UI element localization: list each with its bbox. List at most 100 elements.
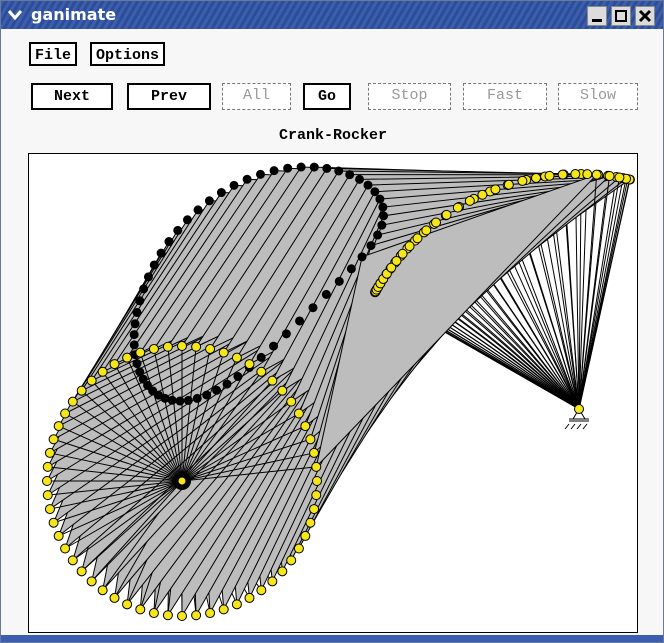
crank-pin	[162, 341, 173, 352]
crank-link	[72, 480, 183, 561]
coupler-point	[130, 319, 140, 329]
toolbar-button[interactable]: Next	[31, 83, 113, 110]
rocker-pin	[397, 248, 408, 259]
rocker-link	[578, 174, 598, 410]
crank-pin	[244, 359, 255, 370]
crank-pin	[48, 517, 59, 528]
rocker-pin	[412, 233, 423, 244]
coupler-point	[202, 390, 212, 400]
crank-pin	[205, 608, 216, 619]
crank-pin	[293, 408, 304, 419]
rocker-pin	[582, 169, 593, 180]
crank-pin	[42, 476, 52, 486]
crank-link	[72, 401, 183, 482]
crank-pin	[300, 421, 311, 432]
minimize-button[interactable]	[587, 6, 607, 26]
crank-link	[91, 480, 183, 582]
crank-pin	[135, 604, 146, 615]
canvas-title: Crank-Rocker	[278, 127, 388, 144]
coupler-point	[132, 307, 142, 317]
coupler-point	[183, 395, 193, 405]
rocker-pin	[604, 170, 615, 181]
coupler-point	[334, 166, 344, 176]
coupler-point	[308, 303, 318, 313]
crank-link	[102, 371, 183, 482]
crank-link	[64, 480, 183, 549]
toolbar-button[interactable]: Prev	[127, 83, 211, 110]
rocker-pin	[452, 202, 463, 213]
title-bar: ganimate	[1, 1, 663, 29]
crank-link	[181, 371, 262, 482]
coupler-point	[366, 241, 376, 251]
crank-pin	[67, 555, 78, 566]
crank-pin	[148, 343, 159, 354]
crank-pin	[109, 592, 120, 603]
rocker-link	[578, 174, 588, 410]
crank-link	[181, 357, 238, 482]
coupler-point	[379, 211, 389, 221]
menu-item[interactable]: File	[29, 42, 78, 66]
crank-link	[114, 363, 183, 482]
crank-pin	[300, 530, 311, 541]
crank-pivot-center	[177, 476, 187, 486]
coupler-point	[138, 374, 148, 384]
crank-pin	[42, 490, 53, 501]
crank-pin	[293, 543, 304, 554]
coupler-point	[281, 329, 291, 339]
crank-link	[153, 348, 183, 482]
crank-pin	[109, 359, 120, 370]
crank-pin	[162, 610, 173, 621]
coupler-point	[355, 174, 365, 184]
coupler-point	[256, 352, 266, 362]
coupler-point	[135, 296, 145, 306]
maximize-button[interactable]	[611, 6, 631, 26]
rocker-pin	[404, 241, 415, 252]
crank-pin	[135, 347, 146, 358]
crank-link	[181, 438, 311, 482]
window-title: ganimate	[31, 5, 117, 24]
crank-pin	[97, 585, 108, 596]
menu-item[interactable]: Options	[90, 42, 166, 66]
rocker-pin	[503, 179, 514, 190]
crank-link	[181, 346, 197, 482]
close-button[interactable]	[635, 6, 655, 26]
crank-pin	[267, 375, 278, 386]
coupler-point	[295, 316, 305, 326]
rocker-pin	[517, 175, 528, 186]
crank-link	[181, 363, 250, 482]
crank-pin	[53, 530, 64, 541]
coupler-point	[132, 359, 142, 369]
rocker-pin	[477, 189, 488, 200]
coupler-point	[156, 248, 166, 258]
crank-link	[64, 413, 183, 482]
coupler-point	[173, 225, 183, 235]
crank-pin	[267, 576, 278, 587]
coupler-point	[309, 162, 319, 172]
crank-pin	[244, 592, 255, 603]
toolbar-button[interactable]: Go	[303, 83, 351, 110]
crank-link	[53, 480, 183, 524]
coupler-point	[370, 187, 380, 197]
crank-pin	[311, 490, 322, 501]
coupler-point	[129, 340, 139, 350]
crank-link	[181, 452, 315, 482]
crank-link	[126, 357, 183, 482]
rocker-link	[578, 175, 611, 410]
crank-link	[139, 352, 183, 482]
rocker-pin	[431, 217, 442, 228]
crank-pin	[122, 352, 133, 363]
rocker-link	[578, 178, 624, 410]
crank-link	[181, 348, 211, 482]
rocker-link	[578, 179, 630, 410]
crank-link	[47, 480, 183, 496]
rocker-pivot	[574, 404, 584, 414]
crank-link	[58, 480, 183, 537]
crank-pin	[309, 504, 320, 515]
crank-pin	[231, 599, 242, 610]
coupler-point	[363, 180, 373, 190]
coupler-point	[345, 170, 355, 180]
rocker-pin	[490, 184, 501, 195]
window-menu-icon[interactable]	[7, 7, 23, 23]
mechanism-canvas	[28, 153, 638, 633]
